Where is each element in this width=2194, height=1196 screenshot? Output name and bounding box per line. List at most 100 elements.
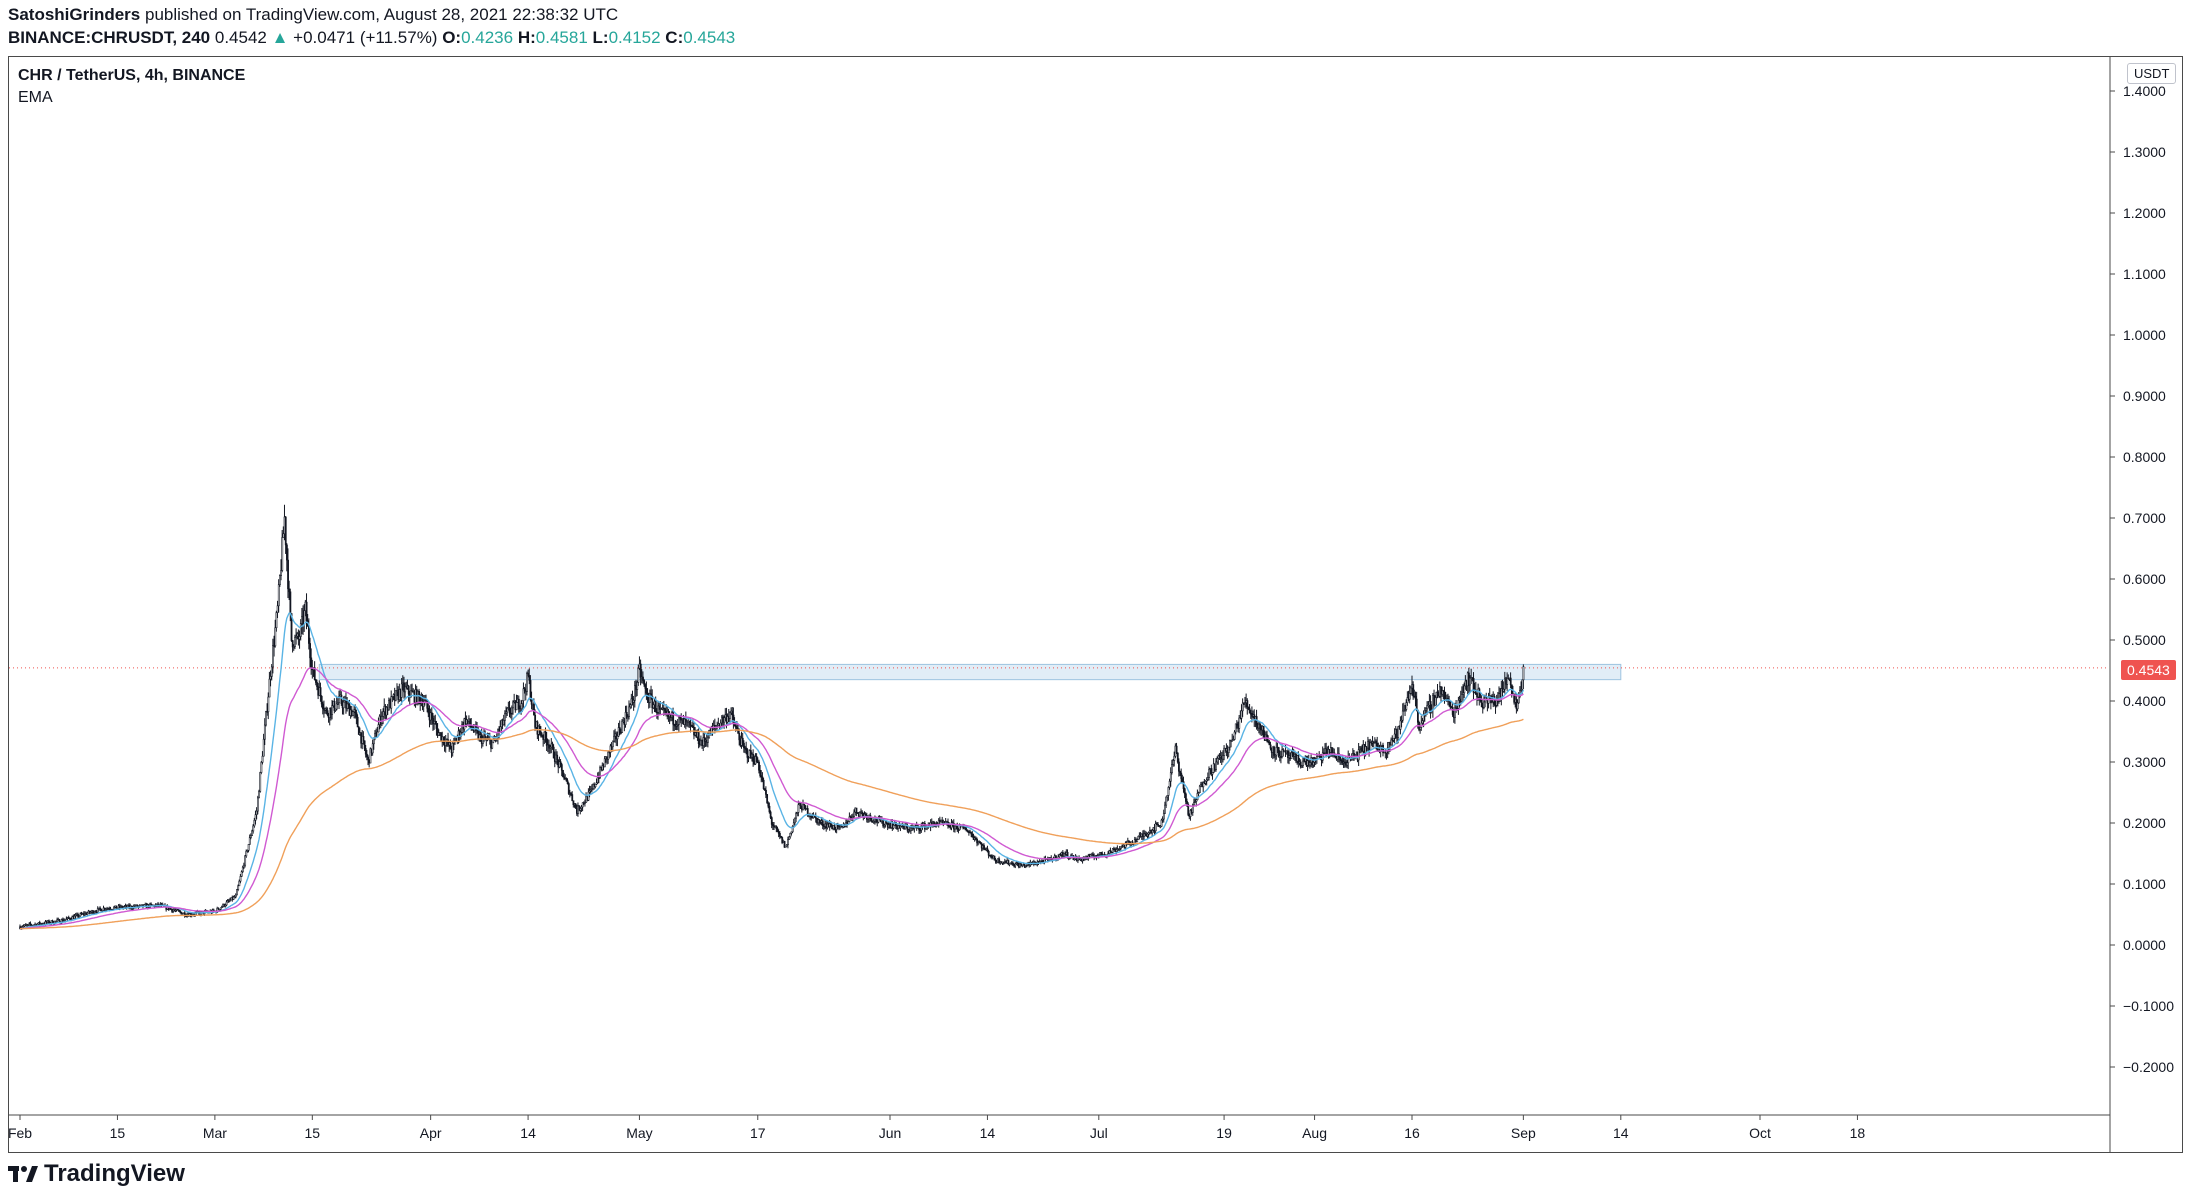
author-name[interactable]: SatoshiGrinders — [8, 5, 141, 24]
publication-header: SatoshiGrinders published on TradingView… — [8, 5, 618, 25]
candle-body — [767, 802, 770, 807]
tradingview-logo[interactable]: TradingView — [8, 1160, 185, 1188]
candle-body — [794, 817, 796, 824]
candle-body — [502, 720, 505, 726]
candle-body — [451, 742, 454, 754]
candle-body — [217, 907, 220, 910]
close-value: 0.4543 — [683, 28, 736, 47]
candle-body — [765, 789, 767, 795]
candle-body — [741, 737, 744, 744]
candle-body — [352, 711, 354, 716]
candle-body — [253, 819, 256, 827]
candle-body — [511, 707, 513, 714]
pair-title[interactable]: CHR / TetherUS, 4h, BINANCE — [18, 67, 246, 84]
candle-body — [1175, 745, 1178, 754]
candle-body — [238, 880, 241, 887]
candle-body — [1210, 768, 1213, 775]
candle-body — [1164, 804, 1166, 814]
candle-body — [1399, 720, 1402, 730]
candle-body — [280, 570, 283, 577]
candle-body — [299, 623, 302, 637]
open-label: O: — [442, 28, 462, 47]
candle-body — [1014, 863, 1017, 867]
candle-body — [628, 706, 631, 717]
candle-body — [400, 683, 403, 698]
x-tick-label: 16 — [1404, 1125, 1420, 1141]
candle-body — [309, 643, 312, 659]
candle-body — [556, 754, 559, 761]
candle-body — [998, 858, 1001, 864]
candle-body — [289, 591, 292, 614]
candle-body — [804, 805, 807, 810]
candle-body — [1419, 727, 1422, 730]
candle-body — [1299, 761, 1302, 768]
candle-body — [1240, 710, 1243, 719]
candle-body — [333, 700, 336, 711]
candle-body — [551, 743, 554, 748]
candle-body — [1423, 709, 1426, 715]
candle-body — [1008, 863, 1011, 866]
candle-body — [629, 704, 632, 708]
candle-body — [366, 753, 368, 758]
candle-body — [1506, 678, 1509, 685]
candle-body — [906, 826, 909, 831]
candle-body — [313, 667, 316, 680]
candle-body — [256, 797, 259, 812]
candle-body — [603, 758, 606, 768]
currency-label[interactable]: USDT — [2127, 63, 2177, 84]
candle-body — [254, 814, 257, 821]
symbol-ohlc-line: BINANCE:CHRUSDT, 240 0.4542 ▲ +0.0471 (+… — [8, 28, 735, 48]
candle-body — [775, 826, 778, 829]
candle-body — [637, 668, 640, 683]
candle-body — [611, 740, 614, 748]
candle-body — [892, 824, 895, 829]
candle-body — [770, 817, 773, 825]
candle-body — [651, 695, 654, 709]
candle-body — [272, 645, 274, 668]
candle-body — [1186, 801, 1188, 805]
candle-body — [248, 837, 251, 845]
candle-body — [377, 724, 380, 733]
candle-body — [434, 721, 437, 725]
candle-body — [1421, 720, 1424, 724]
candle-body — [1193, 802, 1195, 806]
ema-indicator-label[interactable]: EMA — [18, 89, 53, 106]
candle-body — [621, 720, 624, 733]
candle-body — [544, 731, 547, 739]
candle-body — [321, 703, 324, 710]
candle-body — [64, 919, 67, 921]
candle-body — [530, 699, 533, 705]
y-tick-label: 1.1000 — [2123, 266, 2166, 282]
candle-body — [792, 822, 795, 827]
candle-body — [338, 696, 341, 704]
candle-body — [1487, 696, 1490, 704]
candle-body — [768, 805, 771, 813]
candle-body — [855, 807, 858, 813]
candle-body — [115, 905, 118, 909]
candle-body — [305, 601, 308, 622]
candle-body — [288, 588, 291, 593]
candle-body — [355, 712, 358, 718]
candle-body — [1478, 688, 1481, 699]
candle-body — [1168, 780, 1171, 788]
candle-body — [1259, 723, 1262, 729]
candle-body — [784, 845, 787, 848]
chart-frame[interactable] — [8, 56, 2183, 1153]
candle-body — [1325, 748, 1328, 754]
x-tick-label: 17 — [750, 1125, 766, 1141]
y-tick-label: 0.1000 — [2123, 876, 2166, 892]
candle-body — [390, 696, 393, 709]
candle-body — [319, 687, 322, 697]
candle-body — [761, 776, 764, 781]
candle-body — [528, 675, 531, 681]
candle-body — [567, 783, 570, 794]
candle-body — [1157, 824, 1159, 826]
candle-body — [1454, 707, 1456, 718]
candle-body — [229, 899, 231, 902]
candle-body — [449, 742, 452, 750]
x-tick-label: Oct — [1749, 1125, 1771, 1141]
candle-body — [99, 907, 102, 910]
candle-body — [326, 710, 329, 715]
candle-body — [964, 827, 967, 831]
